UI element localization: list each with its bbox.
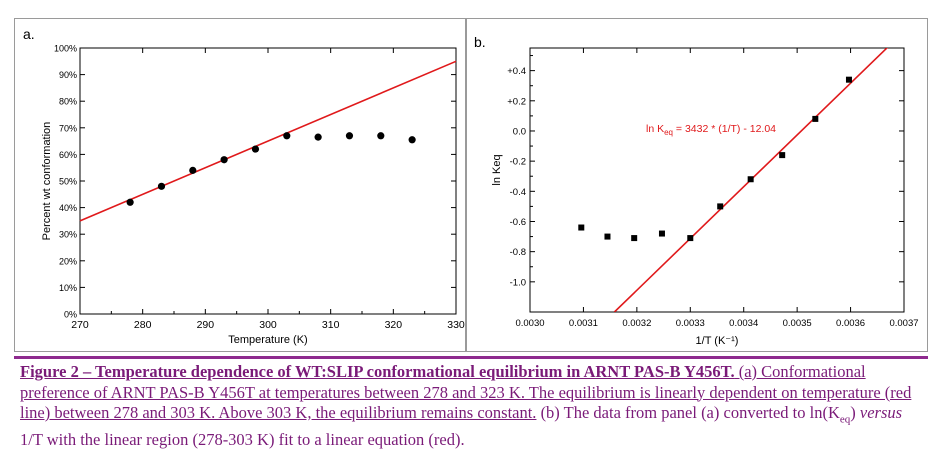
data-point-b [604,233,611,240]
x-tick-label-b: 0.0031 [569,318,598,329]
panel-a-frame [14,18,466,352]
data-point-a [283,132,291,140]
y-tick-label-b: +0.2 [507,96,526,107]
y-tick-label-b: +0.4 [507,66,526,77]
y-tick-label-b: -0.2 [510,157,526,168]
fit-line-a [79,60,457,222]
data-point-b [578,224,585,231]
caption-part1: (b) The data from panel (a) converted to… [536,403,840,422]
y-tick-label-a: 60% [59,150,77,160]
x-tick-label-b: 0.0037 [889,318,918,329]
x-axis-label-a: Temperature (K) [228,334,307,346]
y-tick-label-b: -0.4 [510,187,526,198]
chart-b: 0.0030 0.0031 0.0032 0.0033 0.0034 0.0035 0.00… [491,47,919,347]
y-axis-label-a: Percent wt conformation [41,122,53,241]
y-tick-label-a: 10% [59,283,77,293]
figure-caption: Figure 2 – Temperature dependence of WT:… [14,356,928,460]
y-tick-label-a: 70% [59,123,77,133]
panel-b-letter: b. [474,34,486,50]
y-tick-label-a: 80% [59,97,77,107]
x-tick-label-a: 280 [134,319,152,331]
fit-line-b [613,48,889,312]
y-tick-label-b: -0.8 [510,247,526,258]
y-tick-label-b: -1.0 [510,277,526,288]
y-tick-label-a: 90% [59,70,77,80]
data-point-a [377,132,385,140]
x-tick-label-a: 320 [385,319,403,331]
x-tick-label-b: 0.0033 [676,318,705,329]
x-tick-label-b: 0.0034 [729,318,758,329]
y-tick-label-a: 30% [59,230,77,240]
y-tick-label-a: 0% [64,310,77,320]
caption-versus: versus [859,403,903,422]
x-tick-label-a: 310 [322,319,340,331]
data-point-b [631,235,638,242]
data-point-a [345,132,354,140]
data-point-a [220,156,228,164]
x-tick-label-a: 270 [71,319,89,331]
caption-title: Figure 2 – Temperature dependence of WT:… [20,362,735,381]
data-point-b [812,115,819,122]
data-point-b [779,152,786,159]
x-tick-label-b: 0.0035 [783,318,812,329]
plot-b-border [529,47,905,313]
y-tick-label-a: 100% [54,44,77,54]
caption-part1-end: ) [850,403,860,422]
x-tick-label-b: 0.0030 [515,318,544,329]
data-point-a [157,182,166,190]
x-axis-label-b: 1/T (K⁻¹) [696,335,739,347]
y-tick-label-a: 50% [59,177,77,187]
chart-a: 270 280 290 300 310 320 330 0% 10% 20% 30% 40% 50% 60… [41,44,465,347]
y-tick-label-a: 20% [59,256,77,266]
y-tick-label-b: 0.0 [513,126,526,137]
data-point-a [314,133,322,141]
x-tick-label-a: 300 [259,319,277,331]
y-axis-label-b: ln Keq [491,154,503,185]
data-point-a [251,145,260,153]
fit-equation-b: ln Keq = 3432 * (1/T) - 12.04 [646,123,776,137]
panel-b-frame [466,18,928,352]
y-tick-label-a: 40% [59,203,77,213]
caption-body: (a) Conformational preference of ARNT PA… [20,362,912,422]
data-point-a [126,198,134,206]
x-tick-label-a: 330 [447,319,465,331]
data-point-b [717,203,724,210]
caption-sub: eq [839,413,851,426]
data-point-b [747,176,754,183]
plot-a-border [79,47,457,315]
x-tick-label-a: 290 [197,319,215,331]
data-point-b [687,235,694,242]
data-point-b [845,76,852,83]
y-tick-label-b: -0.6 [510,217,526,228]
panel-a-letter: a. [23,26,35,42]
data-point-b [658,230,665,237]
x-tick-label-b: 0.0032 [622,318,651,329]
data-point-a [408,136,416,144]
caption-part2: 1/T with the linear region (278-303 K) f… [20,429,465,449]
x-tick-label-b: 0.0036 [836,318,865,329]
data-point-a [189,166,197,174]
